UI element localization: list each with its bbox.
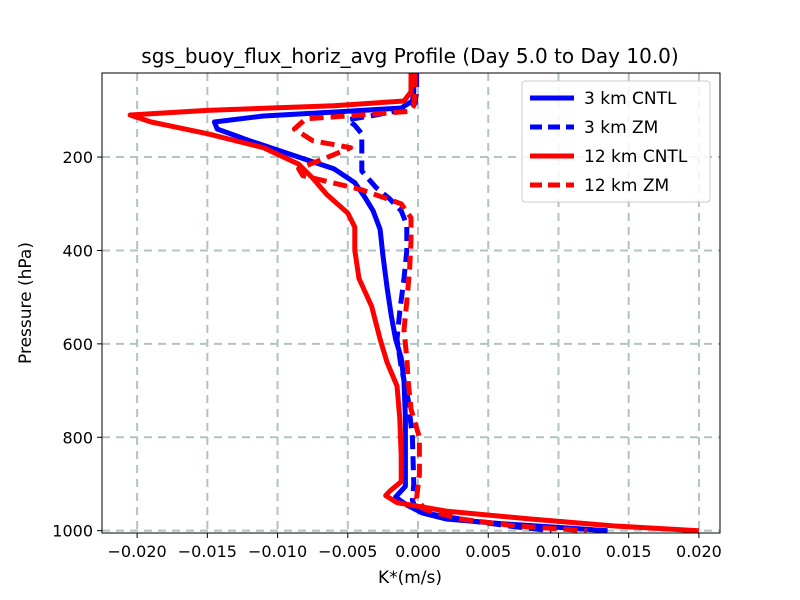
y-tick-label: 600 xyxy=(62,335,93,354)
y-tick-label: 400 xyxy=(62,241,93,260)
series-line-12-km-zm xyxy=(291,73,587,534)
x-tick-label: 0.005 xyxy=(465,542,511,561)
series-lines xyxy=(127,73,700,534)
legend-label-3-km-cntl: 3 km CNTL xyxy=(584,89,677,109)
legend-box xyxy=(521,80,711,203)
legend-label-12-km-zm: 12 km ZM xyxy=(584,176,669,196)
y-tick-label: 1000 xyxy=(52,522,93,541)
y-tick-label: 800 xyxy=(62,428,93,447)
plot-frame xyxy=(101,72,721,534)
x-tick-label: 0.000 xyxy=(395,542,441,561)
x-tick-label: −0.020 xyxy=(108,542,167,561)
series-line-12-km-cntl xyxy=(127,73,700,534)
legend: 3 km CNTL 3 km ZM 12 km CNTL 12 km ZM xyxy=(521,80,711,203)
y-axis-ticks: 200 400 600 800 1000 xyxy=(52,148,102,541)
x-axis-ticks: −0.020 −0.015 −0.010 −0.005 0.000 0.005 0.010 0… xyxy=(108,533,722,561)
x-tick-label: −0.005 xyxy=(318,542,377,561)
x-tick-label: 0.015 xyxy=(606,542,652,561)
legend-label-12-km-cntl: 12 km CNTL xyxy=(584,147,688,167)
x-tick-label: 0.020 xyxy=(676,542,722,561)
x-tick-label: 0.010 xyxy=(536,542,582,561)
y-axis-label: Pressure (hPa) xyxy=(16,242,36,364)
x-tick-label: −0.010 xyxy=(248,542,307,561)
x-tick-label: −0.015 xyxy=(178,542,237,561)
legend-label-3-km-zm: 3 km ZM xyxy=(584,118,658,138)
y-tick-label: 200 xyxy=(62,148,93,167)
chart-title: sgs_buoy_flux_horiz_avg Profile (Day 5.0… xyxy=(141,44,678,68)
x-axis-label: K*(m/s) xyxy=(378,568,442,588)
